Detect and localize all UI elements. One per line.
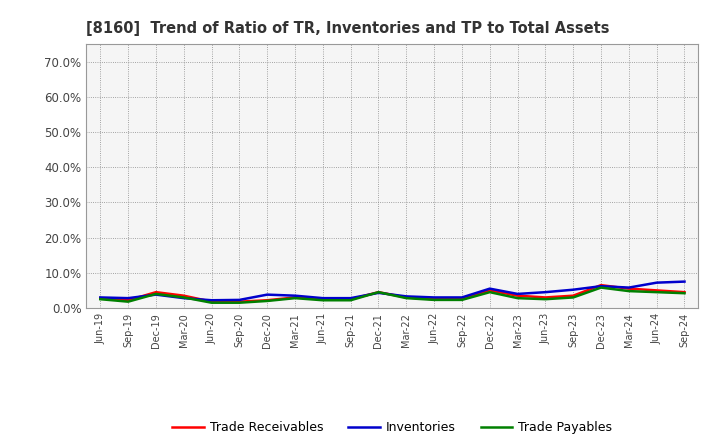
Trade Payables	[402, 296, 410, 301]
Inventories	[624, 285, 633, 290]
Trade Payables	[263, 298, 271, 304]
Inventories	[96, 295, 104, 300]
Trade Receivables	[318, 297, 327, 302]
Line: Trade Payables: Trade Payables	[100, 288, 685, 303]
Trade Payables	[124, 299, 132, 304]
Inventories	[374, 290, 383, 296]
Trade Receivables	[458, 297, 467, 302]
Trade Payables	[179, 295, 188, 300]
Trade Payables	[569, 295, 577, 300]
Trade Receivables	[430, 297, 438, 302]
Trade Receivables	[624, 286, 633, 291]
Trade Payables	[207, 300, 216, 305]
Trade Receivables	[569, 293, 577, 298]
Trade Receivables	[263, 297, 271, 303]
Trade Payables	[652, 290, 661, 295]
Inventories	[458, 295, 467, 300]
Trade Receivables	[235, 299, 243, 304]
Trade Receivables	[346, 297, 355, 302]
Inventories	[569, 287, 577, 292]
Trade Receivables	[291, 295, 300, 300]
Inventories	[318, 296, 327, 301]
Inventories	[235, 297, 243, 303]
Trade Receivables	[402, 295, 410, 300]
Trade Payables	[624, 289, 633, 294]
Inventories	[430, 295, 438, 300]
Trade Payables	[513, 296, 522, 301]
Inventories	[485, 286, 494, 291]
Trade Payables	[235, 300, 243, 305]
Line: Trade Receivables: Trade Receivables	[100, 285, 685, 302]
Trade Payables	[541, 297, 550, 302]
Trade Payables	[458, 297, 467, 303]
Trade Payables	[374, 290, 383, 295]
Trade Payables	[430, 297, 438, 303]
Trade Receivables	[96, 296, 104, 301]
Trade Payables	[152, 291, 161, 297]
Trade Receivables	[597, 282, 606, 288]
Trade Payables	[597, 285, 606, 290]
Text: [8160]  Trend of Ratio of TR, Inventories and TP to Total Assets: [8160] Trend of Ratio of TR, Inventories…	[86, 21, 610, 36]
Inventories	[402, 294, 410, 299]
Trade Payables	[96, 297, 104, 302]
Inventories	[346, 296, 355, 301]
Inventories	[680, 279, 689, 284]
Inventories	[152, 292, 161, 297]
Inventories	[513, 291, 522, 297]
Trade Receivables	[485, 288, 494, 293]
Inventories	[179, 296, 188, 301]
Trade Receivables	[541, 295, 550, 300]
Inventories	[207, 297, 216, 303]
Inventories	[541, 290, 550, 295]
Trade Receivables	[152, 290, 161, 295]
Inventories	[597, 283, 606, 289]
Trade Payables	[680, 290, 689, 296]
Trade Payables	[485, 290, 494, 295]
Inventories	[291, 293, 300, 298]
Trade Payables	[291, 296, 300, 301]
Trade Receivables	[207, 299, 216, 304]
Trade Payables	[318, 297, 327, 303]
Trade Receivables	[179, 293, 188, 298]
Line: Inventories: Inventories	[100, 282, 685, 300]
Trade Receivables	[124, 297, 132, 303]
Trade Receivables	[374, 290, 383, 295]
Inventories	[263, 292, 271, 297]
Trade Receivables	[513, 293, 522, 298]
Trade Payables	[346, 297, 355, 303]
Legend: Trade Receivables, Inventories, Trade Payables: Trade Receivables, Inventories, Trade Pa…	[168, 416, 617, 439]
Trade Receivables	[680, 290, 689, 295]
Inventories	[124, 296, 132, 301]
Inventories	[652, 280, 661, 285]
Trade Receivables	[652, 288, 661, 293]
